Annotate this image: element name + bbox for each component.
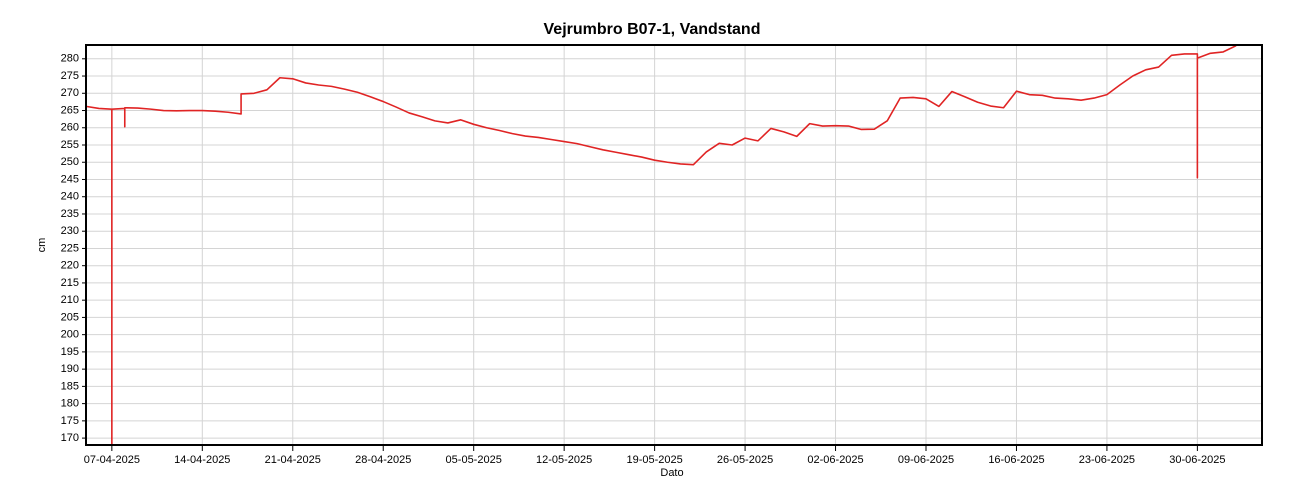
x-tick-label: 07-04-2025 bbox=[84, 454, 140, 466]
y-tick-label: 195 bbox=[61, 346, 79, 358]
x-tick-label: 26-05-2025 bbox=[717, 454, 773, 466]
y-tick-label: 170 bbox=[61, 432, 79, 444]
y-tick-label: 265 bbox=[61, 104, 79, 116]
y-tick-label: 240 bbox=[61, 191, 79, 203]
y-tick-label: 205 bbox=[61, 311, 79, 323]
y-tick-label: 280 bbox=[61, 53, 79, 65]
x-tick-label: 12-05-2025 bbox=[536, 454, 592, 466]
x-tick-label: 19-05-2025 bbox=[626, 454, 682, 466]
y-tick-label: 180 bbox=[61, 398, 79, 410]
x-tick-label: 14-04-2025 bbox=[174, 454, 230, 466]
y-tick-label: 250 bbox=[61, 156, 79, 168]
y-tick-label: 245 bbox=[61, 173, 79, 185]
data-line bbox=[85, 44, 1237, 446]
y-axis-label: cm bbox=[36, 238, 48, 253]
x-tick-label: 30-06-2025 bbox=[1169, 454, 1225, 466]
y-tick-label: 230 bbox=[61, 225, 79, 237]
y-tick-label: 215 bbox=[61, 277, 79, 289]
x-tick-label: 16-06-2025 bbox=[988, 454, 1044, 466]
y-tick-label: 225 bbox=[61, 242, 79, 254]
y-tick-label: 270 bbox=[61, 87, 79, 99]
y-tick-label: 175 bbox=[61, 415, 79, 427]
y-tick-label: 275 bbox=[61, 70, 79, 82]
x-tick-label: 09-06-2025 bbox=[898, 454, 954, 466]
y-tick-label: 185 bbox=[61, 380, 79, 392]
plot-frame bbox=[85, 44, 1263, 446]
chart-title: Vejrumbro B07-1, Vandstand bbox=[544, 21, 761, 38]
y-tick-label: 255 bbox=[61, 139, 79, 151]
x-tick-label: 28-04-2025 bbox=[355, 454, 411, 466]
y-tick-label: 235 bbox=[61, 208, 79, 220]
y-tick-label: 220 bbox=[61, 260, 79, 272]
x-tick-label: 23-06-2025 bbox=[1079, 454, 1135, 466]
y-tick-label: 190 bbox=[61, 363, 79, 375]
x-tick-label: 02-06-2025 bbox=[807, 454, 863, 466]
x-tick-label: 21-04-2025 bbox=[265, 454, 321, 466]
y-tick-label: 210 bbox=[61, 294, 79, 306]
y-tick-label: 200 bbox=[61, 329, 79, 341]
x-axis-label: Dato bbox=[660, 467, 683, 479]
y-tick-label: 260 bbox=[61, 122, 79, 134]
x-tick-label: 05-05-2025 bbox=[446, 454, 502, 466]
